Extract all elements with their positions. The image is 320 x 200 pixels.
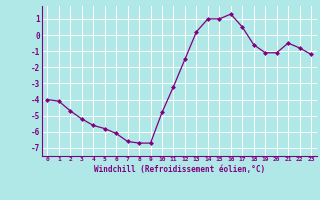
X-axis label: Windchill (Refroidissement éolien,°C): Windchill (Refroidissement éolien,°C)	[94, 165, 265, 174]
